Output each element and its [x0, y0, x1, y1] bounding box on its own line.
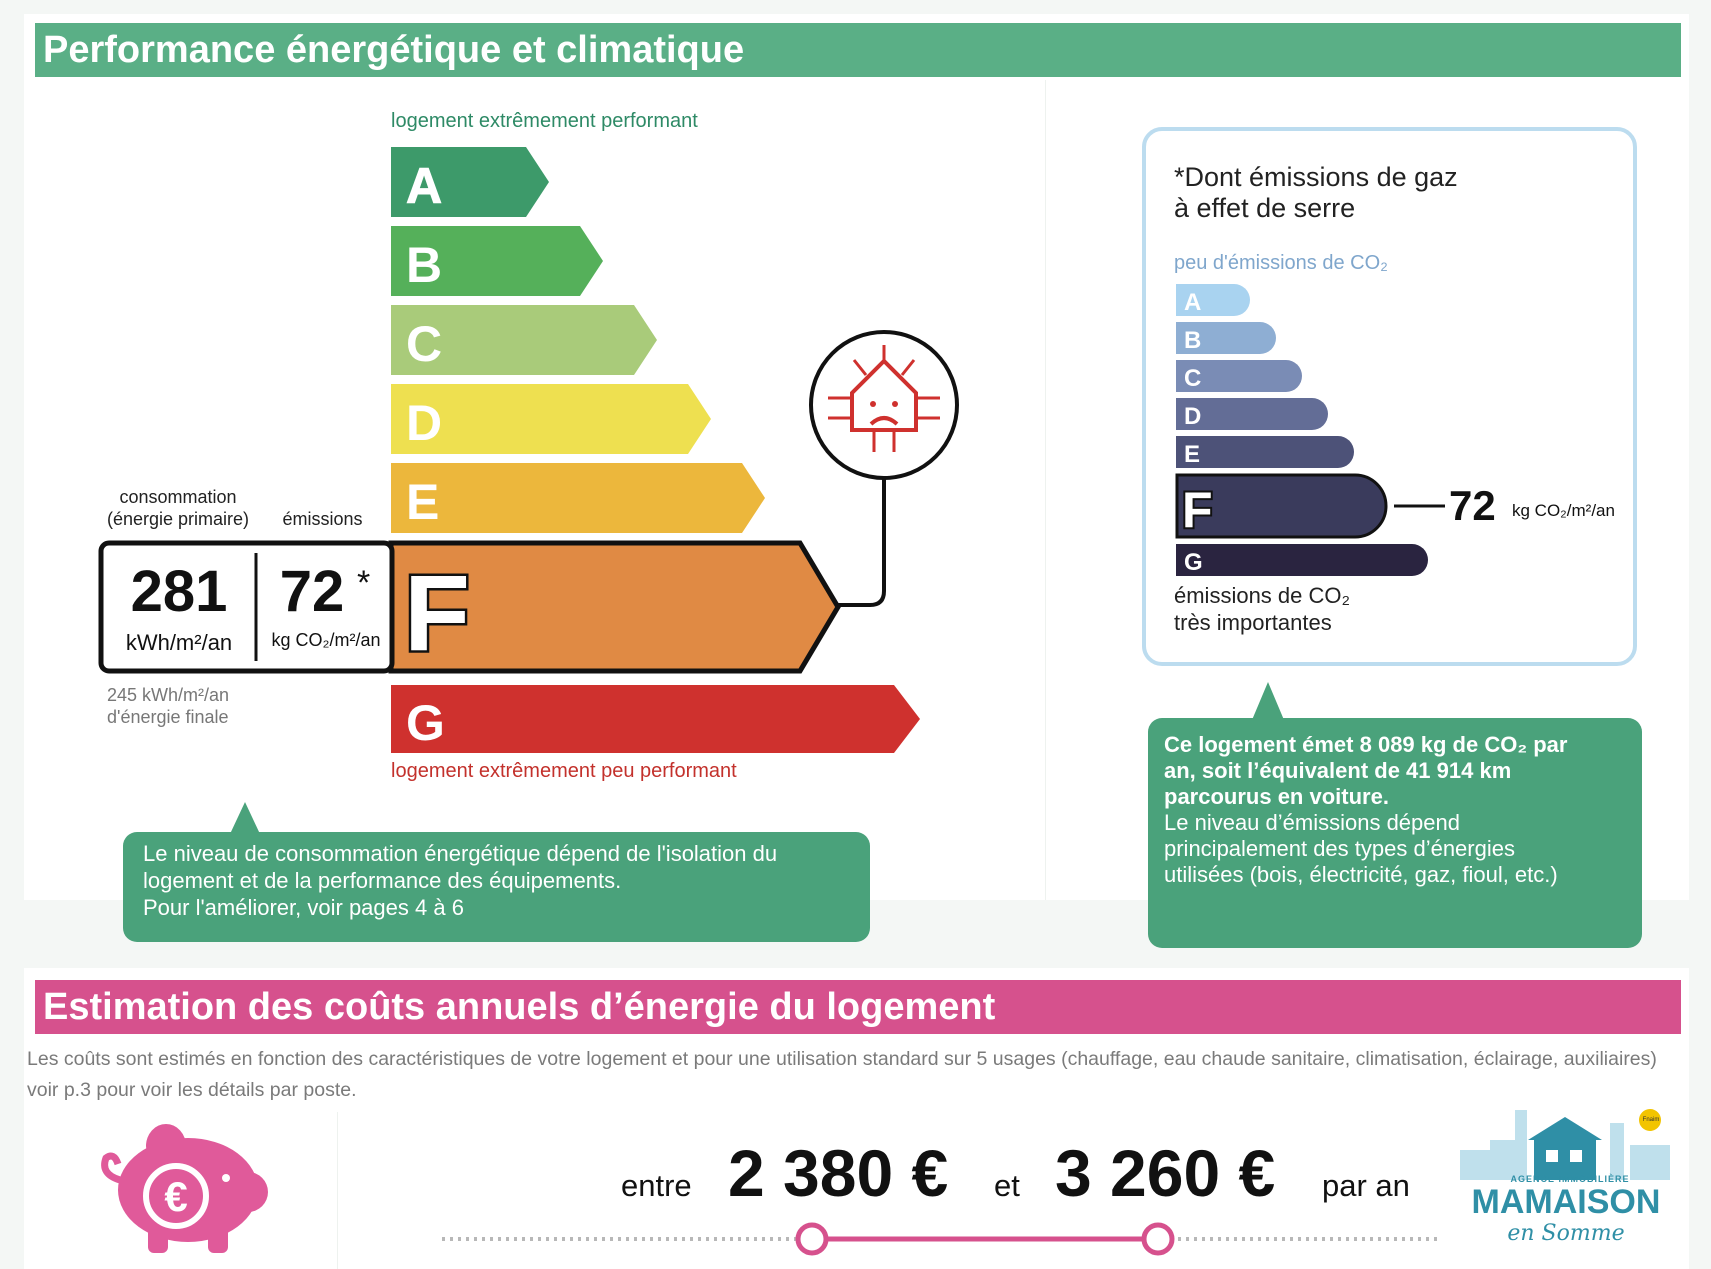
cost-section-title: Estimation des coûts annuels d’énergie d… — [35, 980, 1681, 1034]
svg-text:€: € — [164, 1173, 187, 1220]
ghg-bar-c — [1176, 360, 1302, 392]
ghg-letter-e: E — [1184, 441, 1200, 468]
ghg-bar-d — [1176, 398, 1328, 430]
final-energy-line2: d'énergie finale — [107, 707, 229, 727]
town-skyline-icon — [1460, 1109, 1670, 1180]
energy-callout-pointer — [230, 802, 260, 834]
ghg-bar-g — [1176, 544, 1428, 576]
consumption-label-line2: (énergie primaire) — [106, 509, 250, 529]
ghg-value: 72 — [1449, 482, 1496, 529]
logo-line1: AGENCE IMMOBILIÈRE — [1510, 1174, 1630, 1184]
ghg-heading-line2: à effet de serre — [1174, 193, 1356, 223]
energy-letter-d: D — [406, 395, 442, 451]
ghg-bar-e — [1176, 436, 1354, 468]
energy-bar-c — [391, 305, 657, 375]
energy-callout-line2: logement et de la performance des équipe… — [143, 868, 622, 893]
ghg-bottom-caption-line2: très importantes — [1174, 610, 1332, 635]
ghg-bottom-caption: émissions de CO₂ très importantes — [1174, 582, 1350, 636]
range-max-handle — [1141, 1222, 1175, 1256]
final-energy-line1: 245 kWh/m²/an — [107, 685, 230, 705]
energy-bottom-caption: logement extrêmement peu performant — [391, 760, 737, 782]
ghg-callout: Ce logement émet 8 089 kg de CO₂ par an,… — [1148, 718, 1642, 948]
emissions-value: 72 — [279, 559, 345, 624]
energy-letter-e: E — [406, 474, 439, 530]
ghg-callout-line4: Le niveau d’émissions dépend — [1164, 810, 1460, 835]
ghg-letter-a: A — [1184, 289, 1201, 316]
ghg-bar-b — [1176, 322, 1276, 354]
energy-section-title: Performance énergétique et climatique — [35, 23, 1681, 77]
range-min-handle — [795, 1222, 829, 1256]
energy-callout: Le niveau de consommation énergétique dé… — [123, 832, 870, 942]
consumption-label: consommation (énergie primaire) — [98, 486, 258, 530]
heat-loss-house-icon — [809, 330, 959, 480]
ghg-callout-bold-line1: Ce logement émet 8 089 kg de CO₂ par — [1164, 732, 1568, 757]
cost-description: Les coûts sont estimés en fonction des c… — [27, 1048, 1657, 1101]
cost-par-an: par an — [1322, 1168, 1410, 1203]
ghg-box — [1142, 127, 1637, 666]
energy-callout-line1: Le niveau de consommation énergétique dé… — [143, 841, 778, 866]
energy-letter-f: F — [404, 552, 470, 673]
ghg-heading-line1: *Dont émissions de gaz — [1174, 162, 1458, 192]
ghg-letter-d: D — [1184, 403, 1201, 430]
cost-entre: entre — [621, 1168, 692, 1203]
energy-bar-d — [391, 384, 711, 454]
energy-letter-b: B — [406, 237, 442, 293]
consumption-value: 281 — [130, 559, 228, 624]
emissions-label: émissions — [282, 509, 363, 529]
energy-top-caption: logement extrêmement performant — [391, 110, 698, 132]
emissions-unit: kg CO₂/m²/an — [271, 630, 381, 650]
ghg-letter-c: C — [1184, 365, 1201, 392]
ghg-bottom-caption-line1: émissions de CO₂ — [1174, 583, 1351, 608]
cost-max: 3 260 € — [1055, 1136, 1276, 1210]
cost-divider — [337, 1112, 338, 1269]
energy-bar-b — [391, 226, 603, 296]
cost-range-slider — [442, 1222, 1438, 1256]
energy-value-box — [98, 540, 395, 674]
consumption-unit: kWh/m²/an — [125, 630, 233, 655]
emissions-asterisk: * — [357, 564, 371, 602]
ghg-letter-b: B — [1184, 327, 1201, 354]
logo-badge: Fnaim — [1642, 1117, 1660, 1123]
logo-line2: MAMAISON — [1471, 1183, 1661, 1221]
ghg-callout-pointer — [1252, 682, 1284, 720]
ghg-callout-line6: utilisées (bois, électricité, gaz, fioul… — [1164, 862, 1558, 887]
ghg-bar-f — [1175, 473, 1388, 539]
agency-logo: Fnaim AGENCE IMMOBILIÈRE MAMAISON en Som… — [1450, 1105, 1680, 1255]
energy-letter-g: G — [406, 695, 445, 751]
energy-letter-c: C — [406, 316, 442, 372]
ghg-callout-line5: principalement des types d’énergies — [1164, 836, 1515, 861]
energy-callout-line3: Pour l'améliorer, voir pages 4 à 6 — [143, 895, 464, 920]
energy-bar-e — [391, 463, 765, 533]
ghg-heading: *Dont émissions de gaz à effet de serre — [1174, 162, 1458, 224]
piggy-bank-icon: € — [101, 1124, 268, 1253]
logo-line3: en Somme — [1507, 1221, 1625, 1246]
energy-bar-a — [391, 147, 549, 217]
energy-letter-a: A — [406, 158, 442, 214]
ghg-bar-a — [1176, 284, 1250, 316]
ghg-top-caption: peu d'émissions de CO₂ — [1174, 252, 1388, 274]
consumption-label-line1: consommation — [119, 487, 237, 507]
final-energy: 245 kWh/m²/an d'énergie finale — [107, 684, 229, 728]
cost-min: 2 380 € — [728, 1136, 949, 1210]
ghg-letter-f: F — [1182, 482, 1213, 538]
ghg-letter-g: G — [1184, 549, 1203, 576]
ghg-callout-bold-line3: parcourus en voiture. — [1164, 784, 1389, 809]
cost-et: et — [994, 1168, 1020, 1203]
ghg-unit: kg CO₂/m²/an — [1512, 501, 1615, 520]
energy-bar-g — [391, 685, 920, 753]
icon-connector — [838, 470, 886, 607]
divider — [1045, 80, 1046, 900]
ghg-callout-bold-line2: an, soit l’équivalent de 41 914 km — [1164, 758, 1512, 783]
